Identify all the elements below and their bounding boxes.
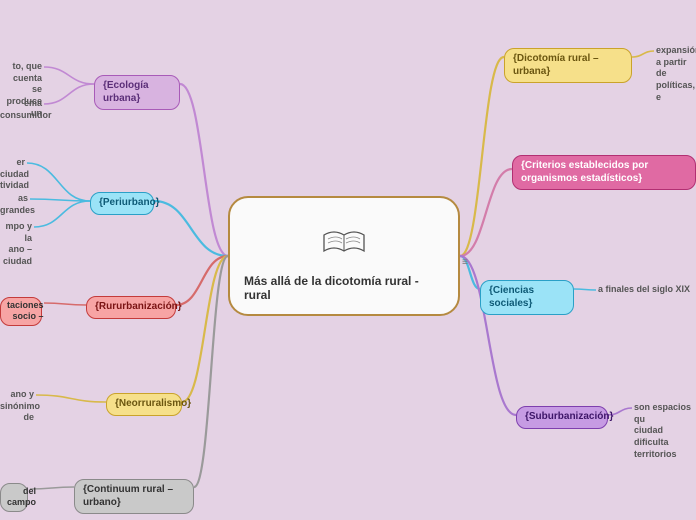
branch-suburb[interactable]: {Suburbanización} xyxy=(516,406,608,429)
leaf-text: as grandes xyxy=(0,193,28,216)
branch-neor[interactable]: {Neorruralismo} xyxy=(106,393,182,416)
leaf-text: mpo y laano – ciudad xyxy=(0,221,32,268)
leaf-text: ano ysinónimo de xyxy=(0,389,34,424)
branch-continuum[interactable]: {Continuum rural – urbano} xyxy=(74,479,194,514)
branch-ecologia[interactable]: {Ecología urbana} xyxy=(94,75,180,110)
leaf-text: a finales del siglo XIX xyxy=(598,284,696,296)
leaf-text: del campo xyxy=(0,483,28,512)
menu-icon[interactable]: ≡ xyxy=(462,258,468,268)
mindmap-canvas: Más allá de la dicotomía rural - rural ≡… xyxy=(0,0,696,520)
leaf-text: son espacios quciudad dificultaterritori… xyxy=(634,402,696,460)
branch-periurbano[interactable]: {Periurbano} xyxy=(90,192,154,215)
central-title: Más allá de la dicotomía rural - rural xyxy=(244,274,444,302)
leaf-text: expansióna partir depolíticas, e xyxy=(656,45,696,103)
leaf-text: ema consumidor xyxy=(0,98,42,121)
central-node[interactable]: Más allá de la dicotomía rural - rural xyxy=(228,196,460,316)
leaf-text: taciones socio – xyxy=(0,297,42,326)
branch-rurur[interactable]: {Rururbanización} xyxy=(86,296,176,319)
branch-dicotomia[interactable]: {Dicotomía rural – urbana} xyxy=(504,48,632,83)
branch-criterios[interactable]: {Criterios establecidos por organismos e… xyxy=(512,155,696,190)
book-icon xyxy=(322,227,366,262)
branch-ciencias[interactable]: {Ciencias sociales} xyxy=(480,280,574,315)
leaf-text: er ciudadtividad xyxy=(0,157,25,192)
